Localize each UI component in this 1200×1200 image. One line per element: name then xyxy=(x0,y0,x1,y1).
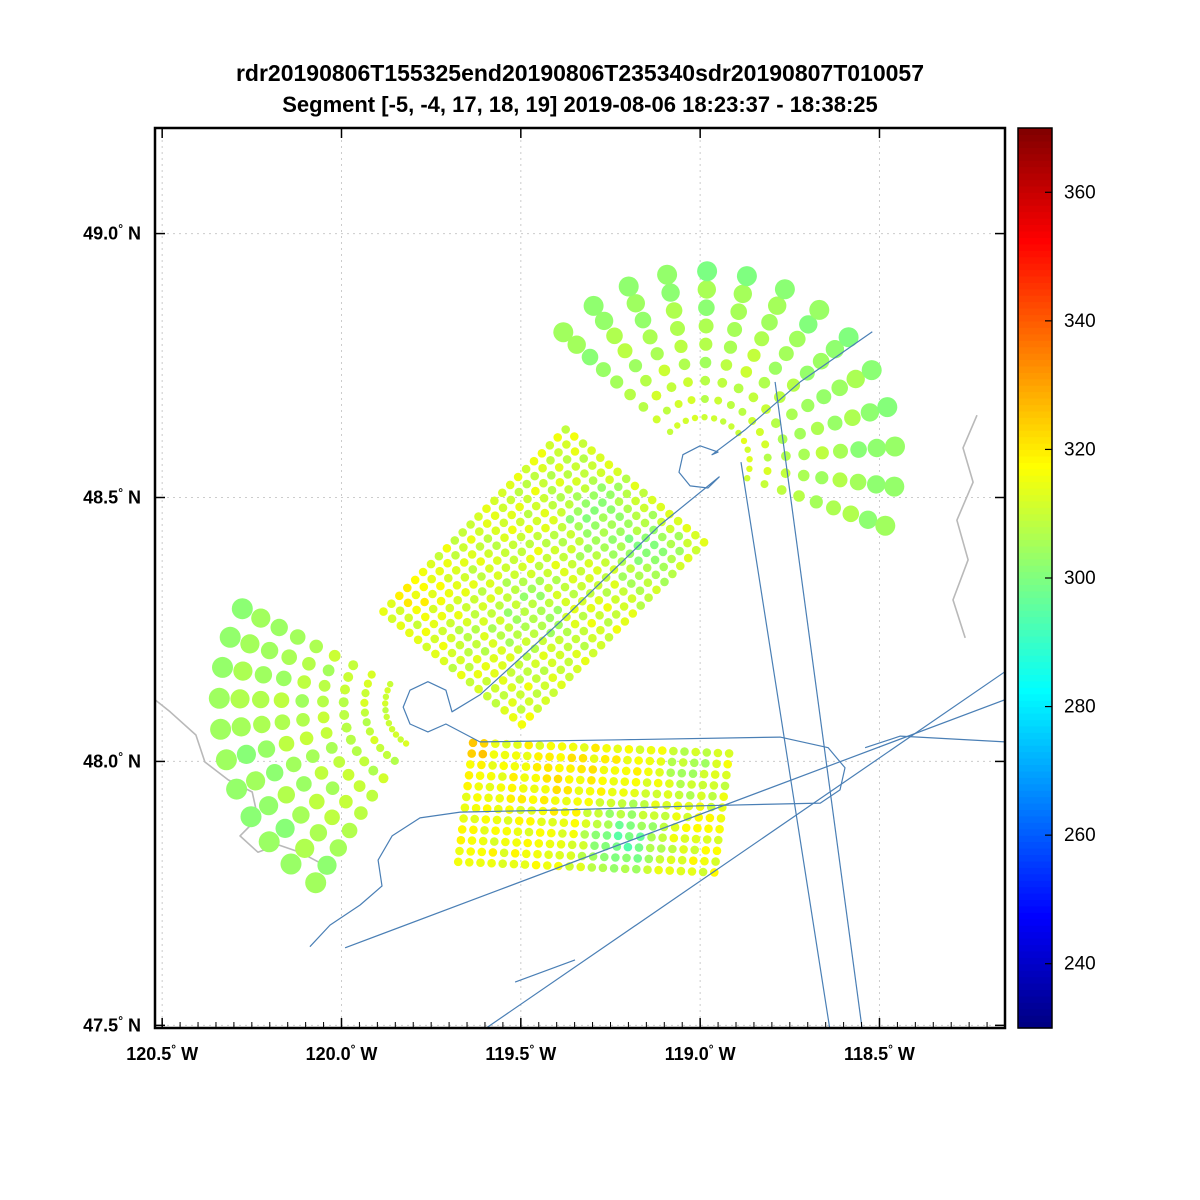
colorbar-tick-label: 360 xyxy=(1064,182,1096,203)
y-tick-label: 49.0° N xyxy=(83,222,141,244)
swath-lower xyxy=(453,738,734,877)
flight-track-line xyxy=(740,462,831,1028)
swath-upper xyxy=(379,425,709,729)
grid-lines xyxy=(155,128,1005,1028)
coastline-path xyxy=(155,699,321,864)
colorbar-tick-label: 260 xyxy=(1064,825,1096,846)
colorbar-tick-label: 320 xyxy=(1064,439,1096,460)
x-tick-label: 118.5° W xyxy=(844,1042,915,1064)
flight-track-line xyxy=(344,699,1005,949)
fan-scans xyxy=(208,261,905,894)
x-tick-label: 119.5° W xyxy=(485,1042,556,1064)
axes-frame: 120.5° W 120.0° W 119.5° W 119.0° W 118.5° W… xyxy=(83,126,1007,1064)
fan-upper xyxy=(553,261,905,536)
colorbar-tick-label: 300 xyxy=(1064,568,1096,589)
fan-left xyxy=(208,598,410,894)
flight-track-line xyxy=(514,959,576,983)
flight-track xyxy=(309,331,1005,1028)
y-tick-label: 47.5° N xyxy=(83,1013,141,1035)
flight-track-line xyxy=(309,331,873,948)
colorbar: 240 260 280 300 320 340 360 xyxy=(1017,127,1096,1029)
flight-track-line xyxy=(485,671,1005,1028)
coastline-path xyxy=(952,414,978,639)
figure-subtitle: Segment [-5, -4, 17, 18, 19] 2019-08-06 … xyxy=(282,92,878,117)
y-tick-label: 48.0° N xyxy=(83,749,141,771)
figure-title: rdr20190806T155325end20190806T235340sdr2… xyxy=(235,60,925,86)
x-tick-label: 119.0° W xyxy=(665,1042,736,1064)
y-tick-label: 48.5° N xyxy=(83,486,141,508)
colorbar-tick-label: 280 xyxy=(1064,697,1096,718)
x-tick-label: 120.5° W xyxy=(126,1042,198,1064)
colorbar-tick-label: 340 xyxy=(1064,311,1096,332)
scan-swaths xyxy=(379,425,734,877)
flight-track-line xyxy=(864,735,1005,749)
colorbar-tick-label: 240 xyxy=(1064,954,1096,975)
flight-track-line xyxy=(774,381,863,1028)
x-tick-label: 120.0° W xyxy=(306,1042,378,1064)
coastlines xyxy=(155,414,978,864)
